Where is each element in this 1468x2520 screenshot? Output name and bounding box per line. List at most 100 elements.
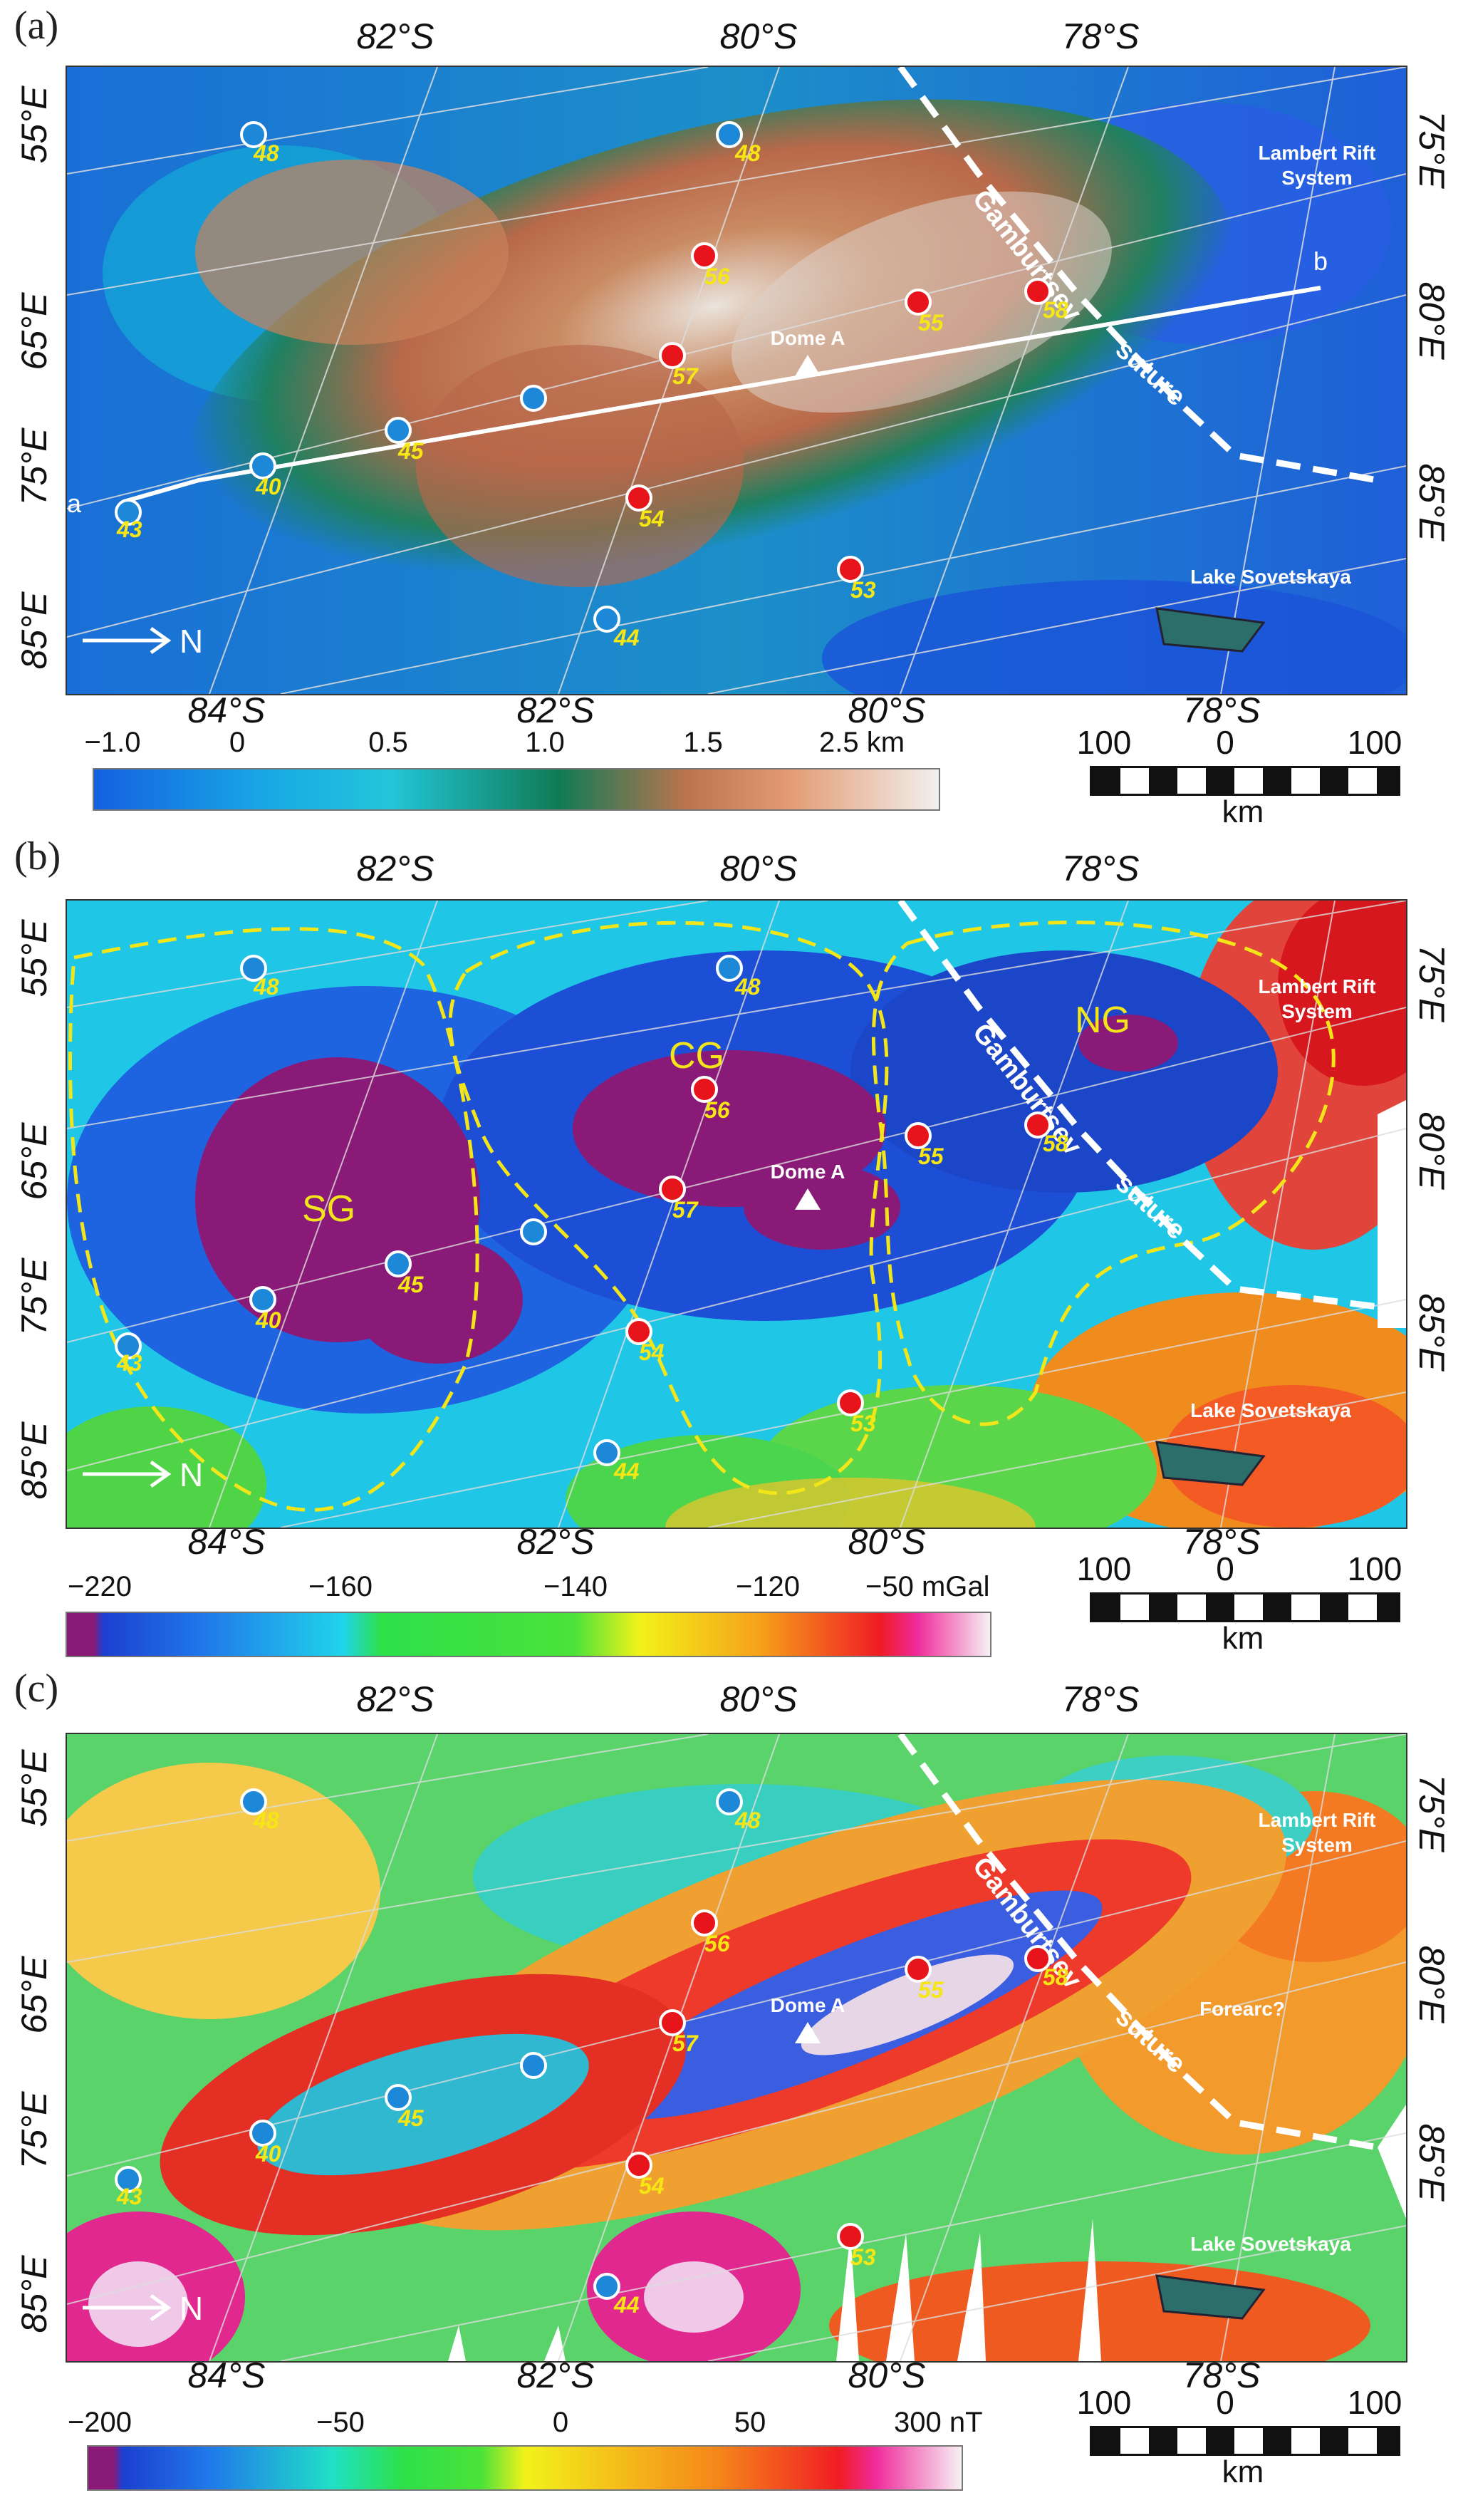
sample-site-label: 43: [116, 2184, 142, 2209]
lon-label-left: 75°E: [14, 1258, 54, 1336]
sample-site-label: 43: [116, 1350, 142, 1376]
lat-label-bottom: 78°S: [1182, 2355, 1261, 2395]
sample-site-marker: [240, 955, 267, 982]
lambert-rift-label: Lambert Rift: [1259, 1809, 1376, 1831]
scale-value: 100: [1347, 2384, 1402, 2421]
sample-site-marker: [1024, 1945, 1051, 1972]
sample-site-label: 40: [255, 2141, 281, 2167]
lat-label-top: 82°S: [356, 849, 434, 888]
lat-label-top: 80°S: [719, 1679, 798, 1719]
dome-a-label: Dome A: [771, 327, 845, 349]
scale-value: 0: [1216, 2384, 1234, 2421]
scale-unit: km: [1222, 1621, 1264, 1656]
sample-site-marker: [240, 1788, 267, 1815]
colorbar-topography: [93, 768, 940, 811]
site-group: 48 48 56 55 58 57 45 40 43 54 53 44: [115, 121, 1068, 650]
lambert-rift-label: Lambert Rift: [1259, 975, 1376, 997]
sample-site-marker: [691, 1076, 718, 1103]
scale-bar-graphic: [1090, 2426, 1400, 2456]
magnetic-map-canvas: Lambert Rift System Forearc? Lake Sovets…: [67, 1734, 1406, 2361]
sample-site-marker: [1024, 278, 1051, 305]
colorbar-tick: −50 mGal: [865, 1571, 990, 1602]
sample-site-marker: [1024, 1111, 1051, 1139]
graticule: [67, 901, 1406, 1528]
sample-site-label: 54: [639, 2173, 665, 2199]
sample-site-label: 54: [639, 506, 665, 532]
colorbar-gravity: [66, 1612, 991, 1657]
sample-site-marker: [593, 606, 620, 633]
lat-label-bottom: 84°S: [187, 690, 266, 730]
sample-site-marker: [905, 1956, 932, 1983]
sample-site-label: 48: [734, 140, 761, 166]
sample-site-marker: [691, 242, 718, 269]
suture-line: [897, 1734, 1378, 2151]
panel-letter: (a): [14, 4, 59, 48]
north-label: N: [179, 623, 203, 660]
lambert-rift-label: System: [1281, 1834, 1353, 1856]
scale-unit: km: [1222, 2454, 1264, 2489]
forearc-label: Forearc?: [1199, 1998, 1285, 2020]
lambert-rift-label: System: [1281, 167, 1353, 189]
profile-line: [123, 286, 1321, 504]
dome-a-label: Dome A: [771, 1161, 845, 1183]
site-group: 48 48 56 55 58 57 45 40 43 54 53 44: [115, 955, 1068, 1484]
sample-site-marker: [905, 1122, 932, 1149]
scale-value: 100: [1347, 1550, 1402, 1587]
lat-label-top: 80°S: [719, 849, 798, 888]
profile-label-a: a: [67, 489, 82, 518]
dome-a-marker: [795, 2022, 821, 2043]
dome-a-label: Dome A: [771, 1994, 845, 2016]
sample-site-label: 40: [255, 1307, 281, 1333]
north-label: N: [179, 2290, 203, 2327]
sample-site-marker: [115, 499, 142, 526]
sample-site-marker: [837, 556, 864, 583]
colorbar-tick: −140: [543, 1571, 608, 1602]
lat-label-bottom: 84°S: [187, 1522, 266, 1562]
colorbar-tick: −200: [67, 2407, 132, 2438]
sample-site-marker: [249, 452, 276, 479]
lat-label-bottom: 78°S: [1182, 690, 1261, 730]
lon-label-left: 55°E: [14, 85, 54, 164]
lat-label-top: 78°S: [1061, 1679, 1140, 1719]
province-outlines: [68, 921, 1336, 1512]
province-label-sg: SG: [302, 1188, 355, 1230]
sample-site-marker: [625, 1318, 652, 1345]
lat-label-top: 82°S: [356, 1679, 434, 1719]
lat-label-top: 80°S: [719, 16, 798, 56]
sample-site-label: 55: [918, 310, 944, 336]
sample-site-marker: [625, 2152, 652, 2179]
lat-label-bottom: 78°S: [1182, 1522, 1261, 1562]
no-data-strips: [448, 2105, 1406, 2361]
lon-label-right: 85°E: [1412, 463, 1452, 541]
sample-site-label: 45: [397, 2105, 425, 2131]
suture-line: [897, 901, 1406, 1314]
sample-site-label: 53: [850, 1411, 876, 1436]
colorbar-tick: −1.0: [84, 727, 141, 758]
dome-a-marker: [795, 1188, 821, 1210]
north-arrow: N: [83, 1456, 203, 1493]
lon-label-left: 55°E: [14, 1749, 54, 1827]
sample-site-marker: [593, 1439, 620, 1466]
lon-label-right: 80°E: [1412, 1111, 1452, 1190]
sample-site-label: 48: [253, 1808, 279, 1833]
lat-label-bottom: 82°S: [516, 690, 595, 730]
sample-site-label: 53: [850, 577, 876, 603]
scale-value: 0: [1216, 724, 1234, 761]
sample-site-marker: [520, 1218, 547, 1245]
dome-a-marker: [795, 355, 821, 376]
panel-letter: (c): [14, 1666, 59, 1711]
north-arrow: N: [83, 623, 203, 660]
colorbar-tick: 50: [734, 2407, 766, 2438]
sample-site-marker: [115, 2166, 142, 2193]
lat-label-bottom: 82°S: [516, 1522, 595, 1562]
sample-site-marker: [385, 417, 412, 444]
sample-site-label: 53: [850, 2244, 876, 2270]
lon-label-left: 85°E: [14, 591, 54, 670]
sample-site-marker: [625, 484, 652, 512]
lon-label-left: 85°E: [14, 1421, 54, 1500]
lon-label-left: 65°E: [14, 1956, 54, 2034]
scale-bar-graphic: [1090, 1592, 1400, 1622]
sample-site-label: 54: [639, 1339, 665, 1365]
colorbar-tick: 0.5: [368, 727, 408, 758]
topography-map: a b Lambert Rift System Lake Sovetskaya …: [66, 66, 1407, 695]
